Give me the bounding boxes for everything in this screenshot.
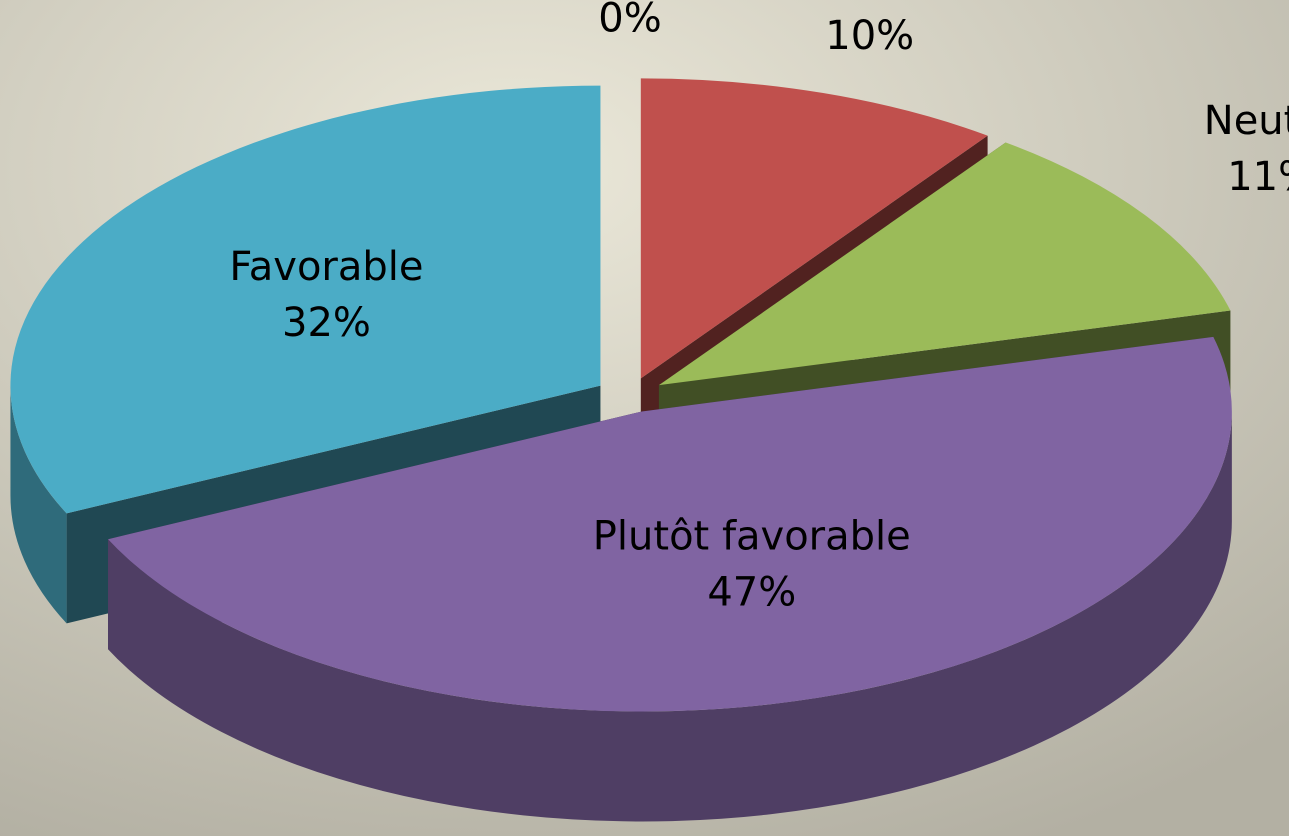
slice-value-label: 0% bbox=[598, 0, 661, 42]
slice-label: Plutôt favorable bbox=[593, 514, 911, 560]
slice-top bbox=[658, 142, 1231, 386]
slice-value-label: 11% bbox=[1227, 154, 1289, 200]
slice-top bbox=[108, 336, 1232, 712]
slice-wall bbox=[108, 411, 1232, 822]
slice-label: Plutôt contre bbox=[741, 0, 998, 3]
slice-value-label: 10% bbox=[825, 13, 914, 59]
slice-top bbox=[640, 78, 988, 379]
slice-top bbox=[10, 85, 601, 514]
slice bbox=[108, 336, 1232, 822]
slice-label: Neutre bbox=[1204, 98, 1289, 144]
slice-wall bbox=[10, 385, 67, 624]
slice-label: Favorable bbox=[229, 244, 423, 290]
slice-value-label: 47% bbox=[707, 570, 796, 616]
slice-value-label: 32% bbox=[282, 300, 371, 346]
